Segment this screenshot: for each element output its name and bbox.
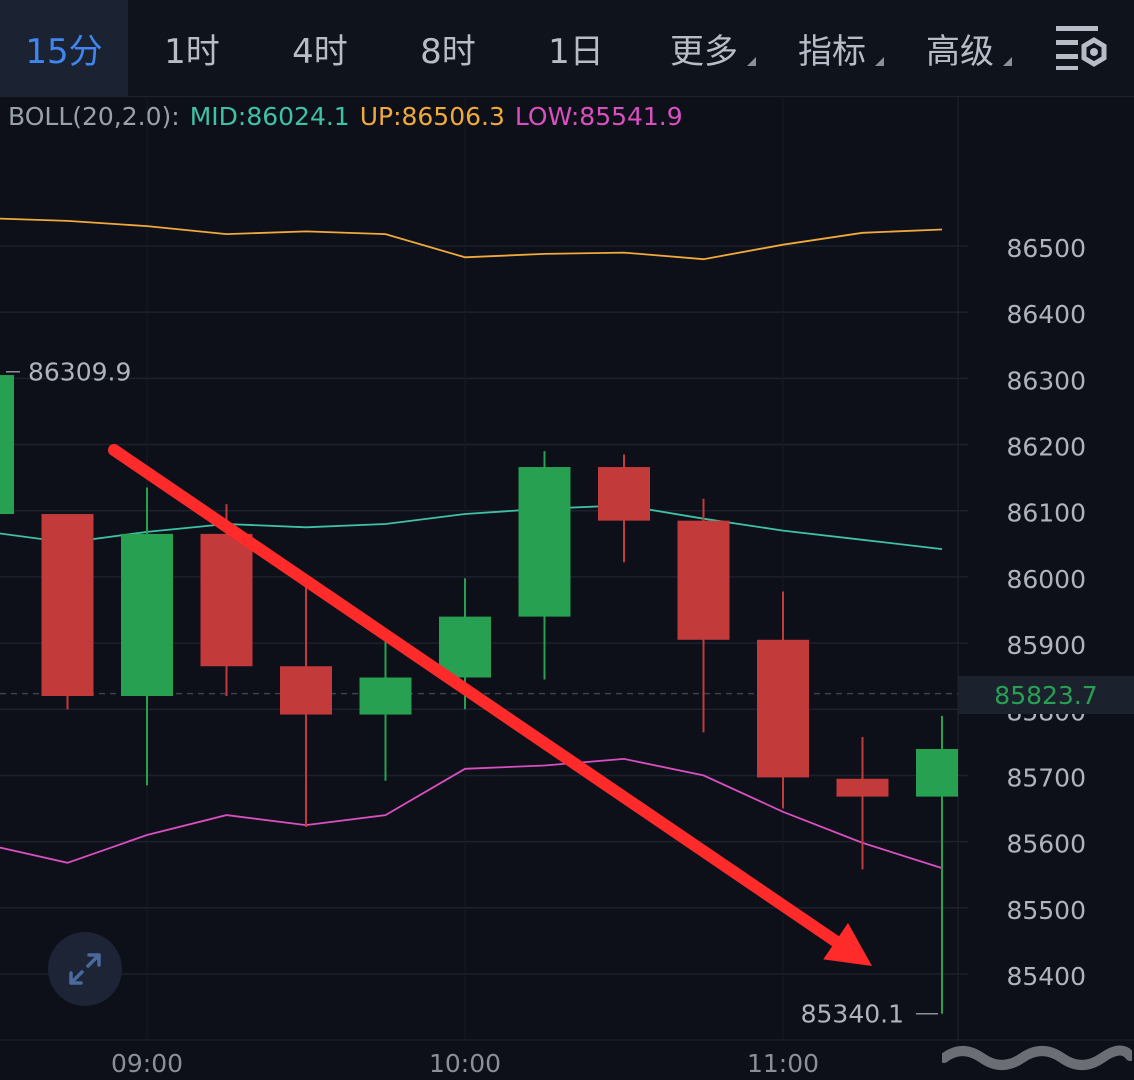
y-tick-label: 86000 [1006, 565, 1086, 594]
tab-label: 高级 [926, 31, 994, 72]
x-tick-label: 11:00 [747, 1049, 819, 1078]
candle-body [439, 616, 491, 678]
candle[interactable] [0, 372, 14, 518]
y-tick-label: 86300 [1006, 366, 1086, 395]
y-tick-label: 85500 [1006, 896, 1086, 925]
candle-body [916, 748, 958, 797]
y-tick-label: 86500 [1006, 234, 1086, 263]
candle[interactable] [757, 591, 809, 809]
low-annotation: 85340.1 [801, 1000, 904, 1029]
plot-area [0, 217, 968, 1014]
candle-body [598, 467, 650, 521]
x-tick-label: 10:00 [429, 1049, 501, 1078]
candle[interactable] [280, 586, 332, 828]
candle[interactable] [121, 487, 173, 786]
high-annotation: 86309.9 [28, 358, 131, 387]
dropdown-corner-icon [1003, 57, 1012, 66]
boll-name: BOLL(20,2.0): [8, 102, 180, 131]
tab-2[interactable]: 4时 [256, 0, 384, 96]
candle-body [280, 666, 332, 715]
tab-3[interactable]: 8时 [384, 0, 512, 96]
candle-body [200, 533, 253, 667]
tab-label: 1日 [548, 31, 604, 72]
tab-6[interactable]: 指标 [768, 0, 896, 96]
tab-4[interactable]: 1日 [512, 0, 640, 96]
y-tick-label: 86400 [1006, 300, 1086, 329]
tab-0[interactable]: 15分 [0, 0, 128, 96]
chart-settings-button[interactable] [1052, 20, 1112, 74]
candle[interactable] [598, 454, 650, 563]
expand-icon [69, 953, 101, 985]
y-tick-label: 85700 [1006, 763, 1086, 792]
candle[interactable] [916, 715, 968, 1014]
candle-body [41, 514, 94, 697]
timeframe-tabbar: 15分 1时 4时 8时 1日 更多 指标 高级 [0, 0, 1134, 97]
boll-indicator-legend: BOLL(20,2.0): MID:86024.1 UP:86506.3 LOW:85… [8, 102, 693, 131]
tab-7[interactable]: 高级 [896, 0, 1024, 96]
tab-label: 15分 [25, 31, 103, 72]
y-tick-label: 85600 [1006, 830, 1086, 859]
y-tick-label: 86200 [1006, 433, 1086, 462]
chart-settings-icon [1056, 26, 1107, 70]
tab-label: 1时 [164, 31, 220, 72]
candlestick-chart[interactable]: 8650086400863008620086100860008590085800… [0, 96, 1134, 1080]
trend-arrow [108, 444, 872, 966]
tab-1[interactable]: 1时 [128, 0, 256, 96]
candle-body [121, 533, 173, 697]
boll-up-value: UP:86506.3 [359, 102, 505, 131]
boll-mid-value: MID:86024.1 [189, 102, 350, 131]
candle[interactable] [359, 641, 412, 781]
x-tick-label: 09:00 [111, 1049, 183, 1078]
candle[interactable] [200, 504, 253, 697]
tab-label: 指标 [798, 31, 866, 72]
boll-lower-line [0, 757, 943, 869]
candle-body [518, 467, 571, 617]
dropdown-corner-icon [875, 57, 884, 66]
watermark-graphic [942, 1045, 1132, 1070]
expand-chart-button[interactable] [48, 932, 122, 1006]
candle-body [757, 639, 809, 778]
candle[interactable] [518, 451, 571, 680]
boll-upper-line [0, 217, 943, 261]
tab-label: 更多 [670, 31, 738, 72]
tab-label: 4时 [292, 31, 348, 72]
y-tick-label: 86100 [1006, 499, 1086, 528]
candle[interactable] [439, 578, 491, 710]
dropdown-corner-icon [747, 57, 756, 66]
candle-body [836, 778, 889, 797]
trend-arrow-shaft [108, 444, 847, 951]
candle[interactable] [836, 737, 889, 870]
candle-body [677, 520, 730, 640]
boll-low-value: LOW:85541.9 [514, 102, 683, 131]
y-tick-label: 85400 [1006, 962, 1086, 991]
tab-label: 8时 [420, 31, 476, 72]
y-tick-label: 85900 [1006, 631, 1086, 660]
trend-arrow-head [823, 923, 872, 966]
candle[interactable] [677, 498, 730, 733]
current-price-tag: 85823.7 [958, 676, 1134, 714]
candle[interactable] [41, 514, 94, 710]
candle-body [0, 375, 14, 515]
tab-5[interactable]: 更多 [640, 0, 768, 96]
candle-body [359, 677, 412, 715]
